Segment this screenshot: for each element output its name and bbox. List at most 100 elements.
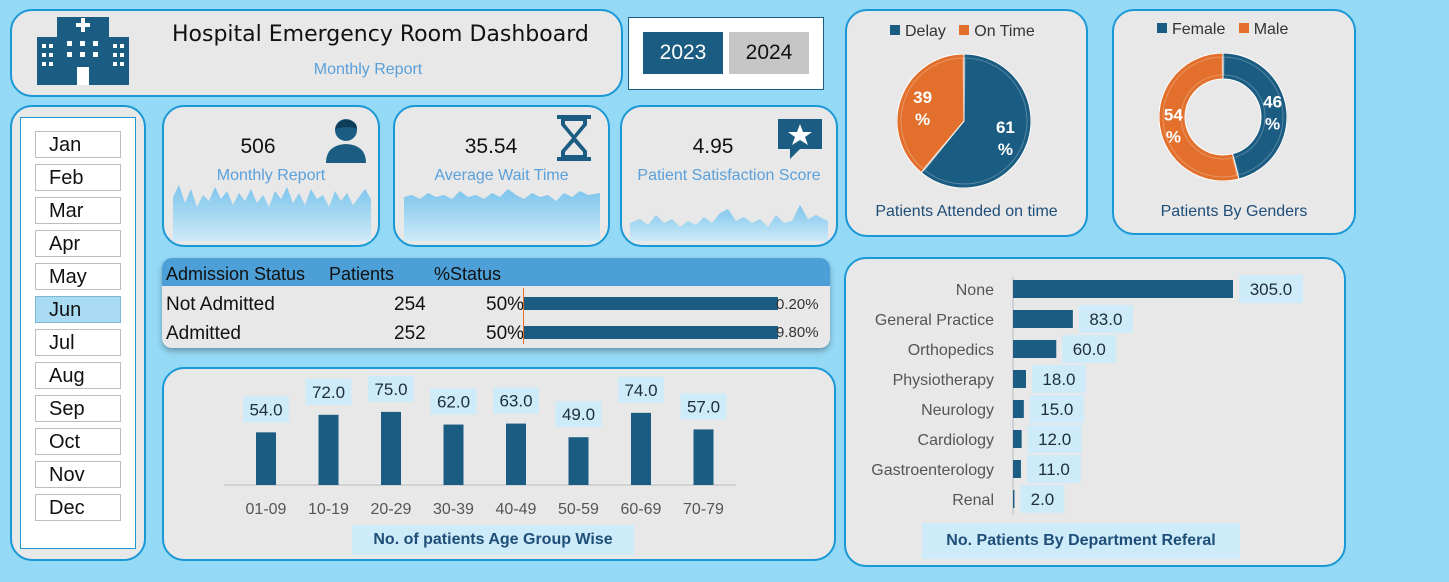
gender-donut: 46% 54% bbox=[1159, 53, 1287, 181]
attended-pie: 61% 39% bbox=[897, 54, 1031, 188]
age-bar bbox=[506, 423, 526, 485]
dept-bar bbox=[1013, 340, 1057, 358]
star-badge-icon bbox=[778, 119, 822, 159]
dept-category-label: Gastroenterology bbox=[871, 462, 994, 479]
age-bar bbox=[381, 411, 401, 485]
month-feb[interactable]: Feb bbox=[35, 164, 121, 191]
dept-category-label: Cardiology bbox=[918, 432, 994, 449]
pie-data-label: 61 bbox=[996, 118, 1015, 137]
admission-row-pct: 50% bbox=[486, 323, 525, 344]
kpi-label: Patient Satisfaction Score bbox=[637, 167, 821, 184]
month-dec[interactable]: Dec bbox=[35, 494, 121, 521]
gender-legend: Female Male bbox=[1157, 21, 1288, 39]
month-jul[interactable]: Jul bbox=[35, 329, 121, 356]
age-data-label: 54.0 bbox=[249, 400, 282, 419]
dept-data-label: 12.0 bbox=[1038, 430, 1071, 449]
admission-header-row bbox=[162, 258, 830, 286]
dept-bar bbox=[1013, 400, 1024, 418]
month-sep[interactable]: Sep bbox=[35, 395, 121, 422]
pie-data-label: 54 bbox=[1164, 105, 1183, 124]
pie-data-label-unit: % bbox=[998, 140, 1013, 159]
dept-bar bbox=[1013, 430, 1022, 448]
age-data-label-bg bbox=[555, 401, 602, 428]
age-data-label: 72.0 bbox=[312, 383, 345, 402]
hospital-icon bbox=[37, 17, 129, 85]
legend-on-time-swatch bbox=[959, 25, 970, 35]
pie-slice bbox=[1222, 53, 1287, 180]
age-bar bbox=[568, 437, 589, 485]
admission-row-patients: 254 bbox=[394, 294, 426, 315]
age-data-label: 75.0 bbox=[374, 380, 407, 399]
year-selector: 2023 2024 bbox=[628, 17, 824, 90]
age-tick-label: 01-09 bbox=[246, 501, 287, 518]
kpi-value: 4.95 bbox=[692, 135, 734, 158]
age-data-label: 49.0 bbox=[562, 405, 595, 424]
pie-data-label-unit: % bbox=[1166, 127, 1181, 146]
header-panel: Hospital Emergency Room Dashboard Monthl… bbox=[10, 9, 623, 97]
pie-data-label: 46 bbox=[1263, 93, 1282, 112]
dept-data-label-bg bbox=[1031, 365, 1086, 393]
hourglass-icon bbox=[557, 115, 591, 161]
pie-data-label-unit: % bbox=[1265, 115, 1280, 134]
kpi-value: 35.54 bbox=[464, 135, 518, 158]
legend-delay-label: Delay bbox=[905, 23, 946, 40]
attended-legend: Delay On Time bbox=[890, 23, 1035, 41]
year-button-2023[interactable]: 2023 bbox=[643, 32, 723, 74]
admission-row-bar-label: 0.20% bbox=[776, 296, 819, 313]
page-subtitle: Monthly Report bbox=[313, 61, 423, 78]
kpi-sparkline bbox=[404, 189, 600, 241]
page-title: Hospital Emergency Room Dashboard bbox=[172, 22, 589, 47]
age-chart-title: No. of patients Age Group Wise bbox=[352, 525, 634, 555]
dept-bar bbox=[1013, 460, 1021, 478]
dept-data-label: 60.0 bbox=[1073, 340, 1106, 359]
month-jun[interactable]: Jun bbox=[35, 296, 121, 323]
dept-data-label-bg bbox=[1062, 335, 1117, 363]
admission-header-pct: %Status bbox=[434, 264, 502, 284]
legend-male-label: Male bbox=[1253, 21, 1289, 38]
pie-slice bbox=[897, 54, 965, 174]
month-jan[interactable]: Jan bbox=[35, 131, 121, 158]
age-bar bbox=[693, 429, 714, 485]
dept-category-label: None bbox=[956, 282, 994, 299]
age-tick-label: 60-69 bbox=[621, 501, 662, 518]
dept-bar bbox=[1013, 280, 1233, 298]
age-bar bbox=[256, 432, 276, 485]
pie-data-label-unit: % bbox=[915, 110, 930, 129]
month-nov[interactable]: Nov bbox=[35, 461, 121, 488]
age-tick-label: 20-29 bbox=[371, 501, 412, 518]
month-aug[interactable]: Aug bbox=[35, 362, 121, 389]
legend-delay-swatch bbox=[890, 25, 900, 35]
dept-category-label: Neurology bbox=[921, 402, 994, 419]
dept-bar bbox=[1013, 310, 1073, 328]
pie-data-label: 39 bbox=[913, 88, 932, 107]
age-tick-label: 50-59 bbox=[558, 501, 599, 518]
month-apr[interactable]: Apr bbox=[35, 230, 121, 257]
age-data-label-bg bbox=[305, 378, 352, 405]
year-button-2024[interactable]: 2024 bbox=[729, 32, 809, 74]
month-mar[interactable]: Mar bbox=[35, 197, 121, 224]
kpi-value: 506 bbox=[240, 135, 276, 158]
month-may[interactable]: May bbox=[35, 263, 121, 290]
admission-row-status: Admitted bbox=[166, 323, 241, 344]
month-oct[interactable]: Oct bbox=[35, 428, 121, 455]
gender-chart-title: Patients By Genders bbox=[1160, 203, 1308, 220]
dept-data-label-bg bbox=[1239, 275, 1303, 303]
age-data-label-bg bbox=[618, 376, 664, 403]
age-data-label-bg bbox=[243, 396, 289, 423]
pie-slice-highlight bbox=[1162, 56, 1238, 178]
attended-chart-panel: Delay On Time 61% 39% Patients Attended o… bbox=[845, 9, 1088, 237]
legend-on-time-label: On Time bbox=[974, 23, 1035, 40]
age-tick-label: 30-39 bbox=[433, 501, 474, 518]
kpi-sparkline bbox=[173, 185, 371, 241]
age-data-label-bg bbox=[430, 388, 477, 415]
age-data-label: 63.0 bbox=[499, 392, 532, 411]
legend-female-label: Female bbox=[1172, 21, 1226, 38]
age-tick-label: 10-19 bbox=[308, 501, 349, 518]
dept-category-label: Renal bbox=[952, 492, 994, 509]
age-bar bbox=[631, 412, 651, 485]
dept-bar bbox=[1013, 490, 1015, 508]
age-data-label-bg bbox=[493, 387, 539, 414]
age-data-label-bg bbox=[680, 393, 727, 420]
admission-row-bar bbox=[524, 326, 778, 339]
kpi-card-average-wait-time: 35.54 Average Wait Time bbox=[393, 105, 610, 247]
